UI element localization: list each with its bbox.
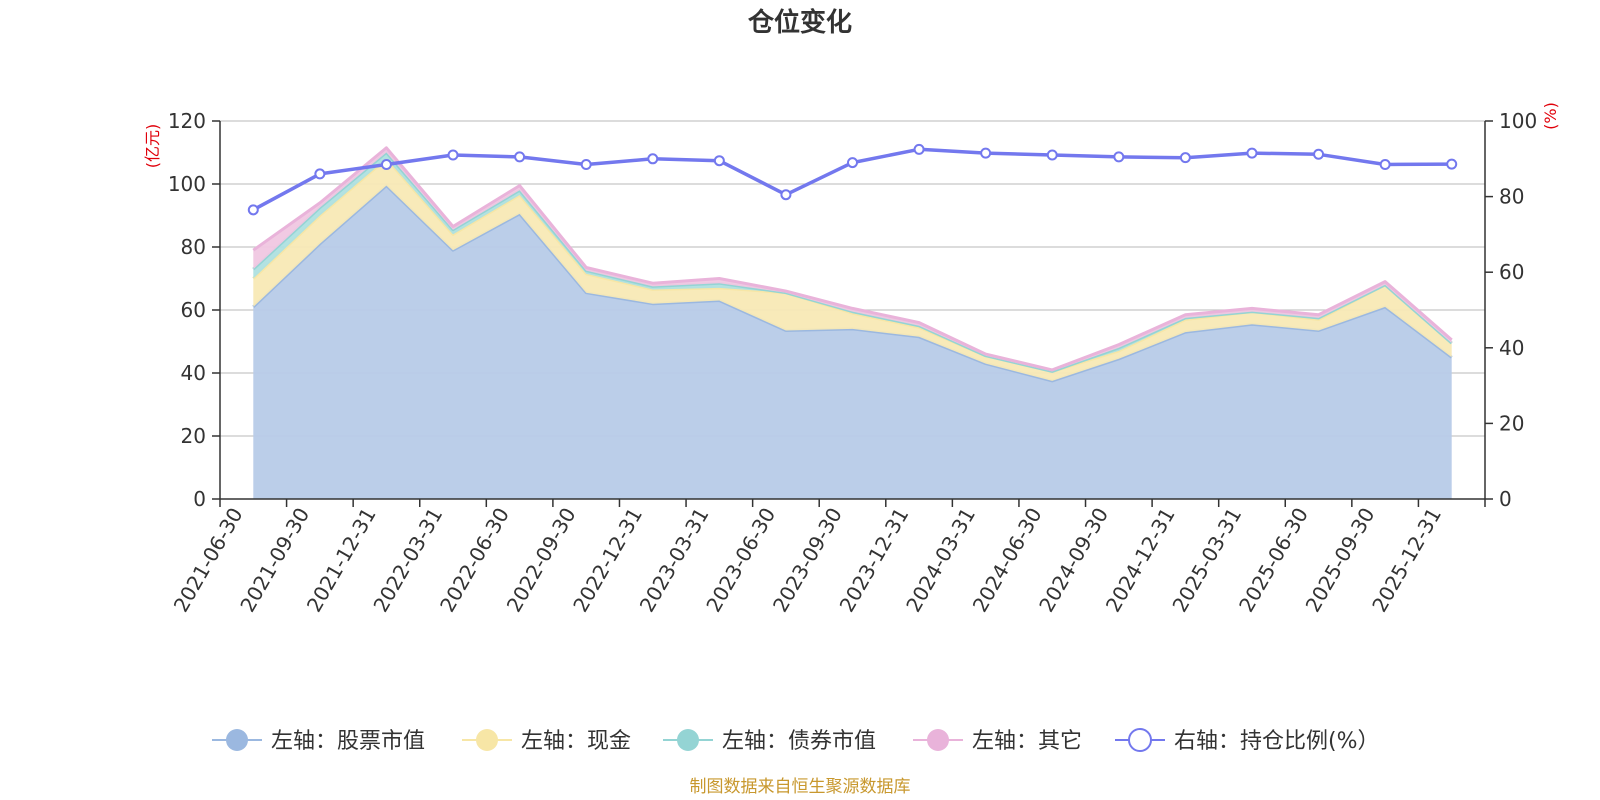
data-source-note: 制图数据来自恒生聚源数据库 [690, 777, 911, 797]
legend-marker-3 [927, 729, 949, 751]
ratio-point [647, 153, 659, 165]
ratio-point [580, 158, 592, 170]
left-tick-label: 60 [181, 298, 206, 322]
left-tick-label: 80 [181, 235, 206, 259]
right-tick-label: 60 [1499, 260, 1524, 284]
ratio-point [1446, 158, 1458, 170]
ratio-point [847, 157, 858, 169]
right-tick-label: 80 [1499, 185, 1524, 209]
x-tick-label: 2021-09-30 [235, 504, 314, 617]
x-tick-label: 2022-06-30 [435, 504, 514, 617]
legend-marker-4 [1128, 728, 1152, 752]
legend-label-3: 左轴：其它 [972, 729, 1082, 754]
right-tick-label: 0 [1499, 487, 1512, 511]
left-tick-label: 40 [181, 361, 206, 385]
ratio-point [1313, 148, 1325, 160]
ratio-point [1246, 147, 1258, 159]
x-tick-label: 2023-09-30 [768, 504, 847, 617]
legend-label-4: 右轴：持仓比例(%） [1174, 729, 1380, 754]
ratio-point [447, 149, 459, 161]
legend-marker-2 [677, 729, 699, 751]
legend-label-2: 左轴：债券市值 [722, 729, 876, 754]
legend-label-1: 左轴：现金 [521, 729, 631, 754]
legend-marker-0 [226, 729, 248, 751]
x-tick-label: 2022-12-31 [568, 504, 647, 617]
legend-marker-1 [476, 729, 498, 751]
x-tick-label: 2024-06-30 [968, 504, 1047, 617]
x-tick-label: 2025-06-30 [1234, 504, 1313, 617]
area-line-3 [252, 146, 1453, 372]
ratio-point [247, 204, 259, 216]
area-0 [253, 185, 1452, 499]
ratio-point [1179, 152, 1191, 164]
x-tick-label: 2023-06-30 [701, 504, 780, 617]
ratio-point [514, 151, 526, 163]
right-axis-unit: (%) [1541, 102, 1560, 130]
ratio-point [980, 147, 992, 159]
left-tick-label: 120 [168, 109, 206, 133]
left-tick-label: 0 [193, 487, 206, 511]
legend-label-0: 左轴：股票市值 [271, 729, 425, 754]
ratio-point [1113, 151, 1125, 163]
x-tick-label: 2024-12-31 [1101, 504, 1180, 617]
ratio-point [913, 143, 925, 155]
x-tick-label: 2021-06-30 [169, 504, 248, 617]
x-tick-label: 2022-09-30 [502, 504, 581, 617]
x-tick-label: 2021-12-31 [302, 504, 381, 617]
x-tick-label: 2024-03-31 [901, 504, 980, 617]
x-tick-label: 2023-12-31 [835, 504, 914, 617]
right-tick-label: 40 [1499, 336, 1524, 360]
stacked-areas [252, 146, 1453, 499]
left-tick-label: 100 [168, 172, 206, 196]
left-tick-label: 20 [181, 424, 206, 448]
x-tick-label: 2025-09-30 [1301, 504, 1380, 617]
ratio-point [380, 158, 392, 170]
x-tick-label: 2025-03-31 [1167, 504, 1246, 617]
holding-ratio-line [247, 143, 1458, 216]
left-axis-unit: (亿元) [143, 124, 162, 169]
x-tick-label: 2022-03-31 [368, 504, 447, 617]
ratio-point [314, 168, 326, 180]
right-tick-label: 100 [1499, 109, 1537, 133]
area-1 [253, 158, 1452, 381]
ratio-point [780, 189, 792, 201]
x-tick-label: 2023-03-31 [635, 504, 714, 617]
right-tick-label: 20 [1499, 411, 1524, 435]
ratio-point [713, 155, 725, 167]
legend: 左轴：股票市值 左轴：现金 左轴：债券市值 左轴：其它 右轴：持仓比例(%） [212, 728, 1380, 754]
x-tick-label: 2025-12-31 [1367, 504, 1446, 617]
x-tick-label: 2024-09-30 [1034, 504, 1113, 617]
ratio-point [1379, 158, 1391, 170]
ratio-point [1046, 149, 1058, 161]
chart-title: 仓位变化 [747, 7, 852, 38]
